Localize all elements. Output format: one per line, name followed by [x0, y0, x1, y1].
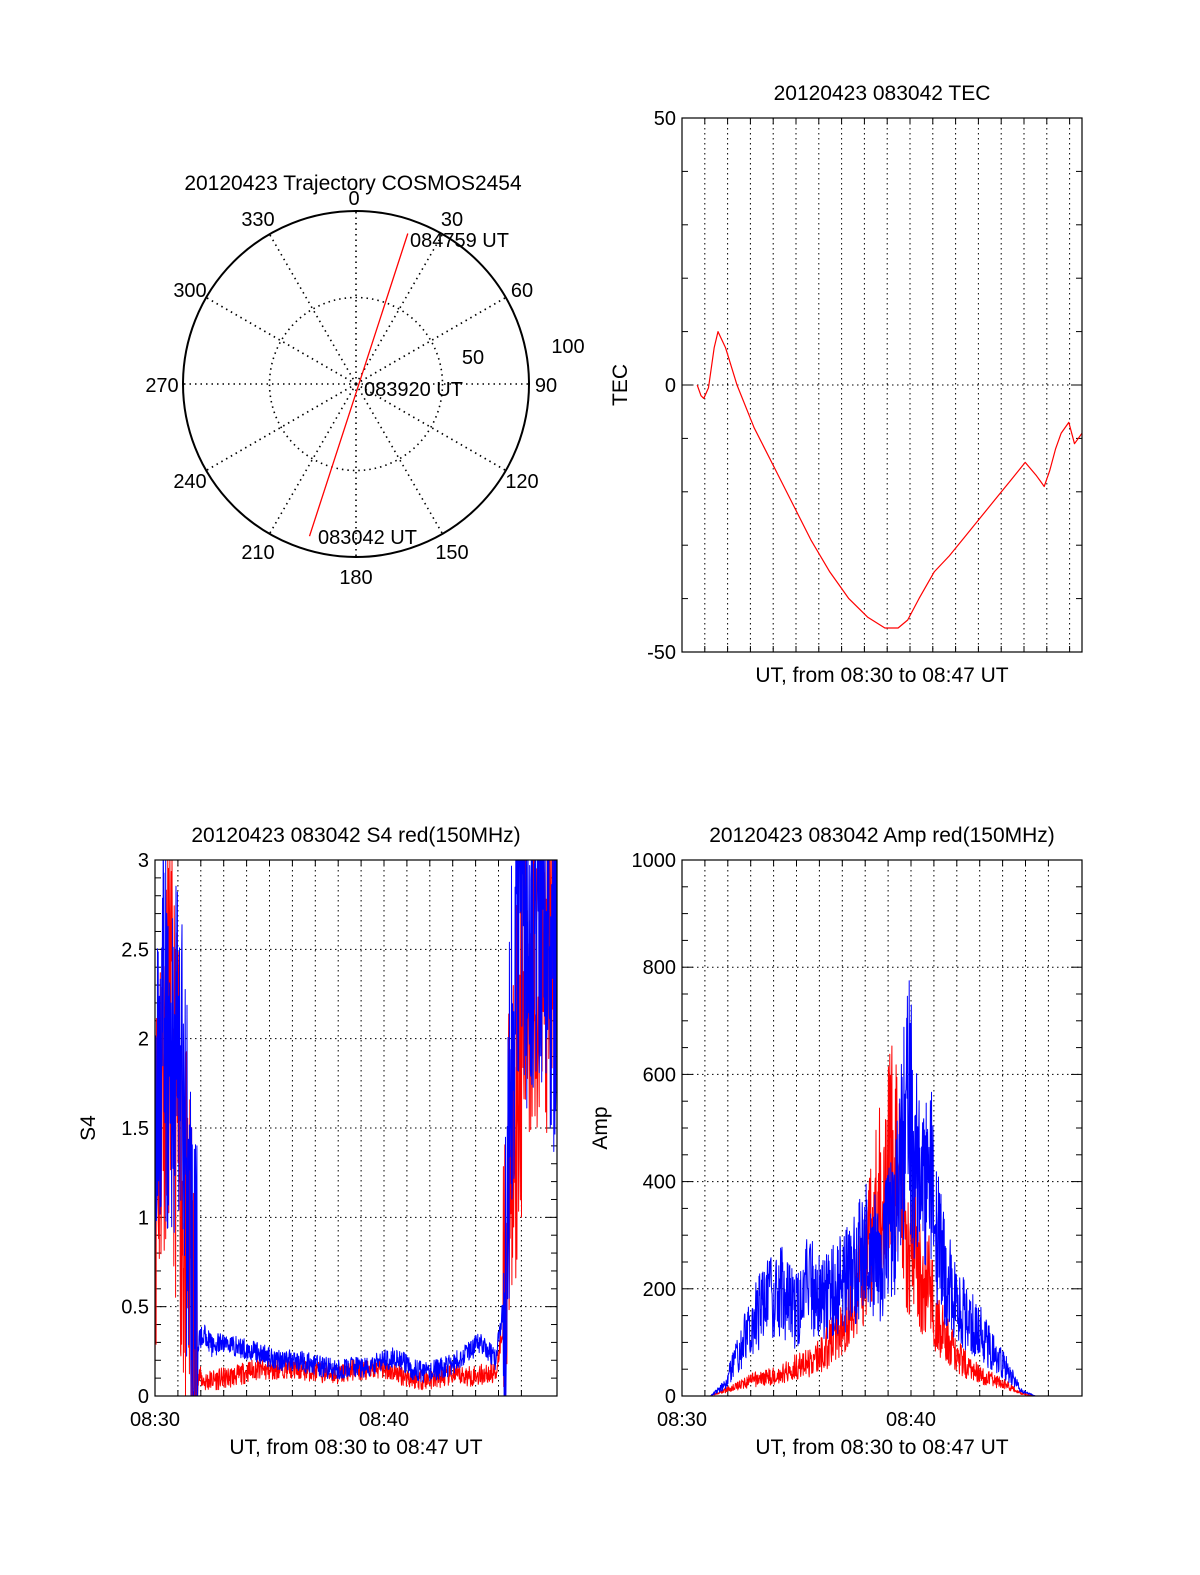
series-line-red — [155, 860, 557, 1396]
y-tick-label: 50 — [654, 108, 676, 130]
chart-title: 20120423 083042 TEC — [774, 82, 991, 105]
polar-spoke — [268, 383, 357, 535]
polar-angle-label: 150 — [435, 542, 468, 564]
x-tick-label: 08:40 — [886, 1409, 936, 1431]
y-axis-label: S4 — [77, 1115, 100, 1141]
chart-title: 20120423 Trajectory COSMOS2454 — [184, 172, 522, 195]
y-axis-label: TEC — [609, 364, 632, 406]
y-tick-label: 1.5 — [121, 1118, 149, 1140]
polar-spoke — [355, 233, 444, 385]
y-tick-label: 800 — [643, 957, 676, 979]
polar-angle-label: 60 — [511, 280, 533, 302]
y-tick-label: 0 — [665, 375, 676, 397]
y-tick-label: 0 — [138, 1386, 149, 1408]
trajectory-time-label: 084759 UT — [410, 230, 509, 252]
series-line-blue — [155, 860, 557, 1396]
y-tick-label: 3 — [138, 850, 149, 872]
series-line-red — [696, 331, 1082, 629]
x-tick-label: 08:30 — [657, 1409, 707, 1431]
polar-angle-label: 180 — [339, 567, 372, 589]
polar-angle-label: 120 — [505, 471, 538, 493]
y-tick-label: 2.5 — [121, 939, 149, 961]
x-axis-label: UT, from 08:30 to 08:47 UT — [229, 1436, 482, 1459]
y-axis-label: Amp — [589, 1106, 612, 1149]
polar-spoke — [355, 383, 507, 472]
polar-angle-label: 300 — [173, 280, 206, 302]
trajectory-time-label: 083042 UT — [318, 527, 417, 549]
y-tick-label: 1000 — [632, 850, 677, 872]
polar-angle-label: 210 — [241, 542, 274, 564]
y-tick-label: 400 — [643, 1172, 676, 1194]
y-tick-label: 0.5 — [121, 1297, 149, 1319]
y-tick-label: -50 — [647, 642, 676, 664]
polar-spoke — [205, 383, 357, 472]
chart-title: 20120423 083042 S4 red(150MHz) — [191, 824, 520, 847]
amp-plot: 20120423 083042 Amp red(150MHz) 0 200 400 60… — [589, 824, 1083, 1459]
series-line-red — [682, 1045, 1082, 1396]
y-tick-label: 0 — [665, 1386, 676, 1408]
polar-spoke — [355, 296, 507, 385]
x-axis-label: UT, from 08:30 to 08:47 UT — [755, 1436, 1008, 1459]
y-tick-label: 200 — [643, 1279, 676, 1301]
x-axis-label: UT, from 08:30 to 08:47 UT — [755, 664, 1008, 687]
y-tick-label: 2 — [138, 1029, 149, 1051]
polar-outer-ring — [182, 210, 530, 558]
polar-radius-label: 50 — [462, 347, 484, 369]
polar-angle-label: 240 — [173, 471, 206, 493]
y-tick-label: 600 — [643, 1064, 676, 1086]
chart-title: 20120423 083042 Amp red(150MHz) — [709, 824, 1055, 847]
plot-frame — [154, 859, 558, 1397]
x-tick-label: 08:40 — [359, 1409, 409, 1431]
y-tick-label: 1 — [138, 1207, 149, 1229]
polar-spoke — [268, 233, 357, 385]
series-group — [155, 860, 557, 1396]
polar-radius-label: 100 — [551, 336, 584, 358]
s4-plot: 20120423 083042 S4 red(150MHz) 0 0.5 1 1.5 2 2… — [77, 824, 558, 1459]
polar-angle-label: 30 — [441, 209, 463, 231]
polar-spoke — [355, 383, 444, 535]
polar-angle-label: 0 — [348, 188, 359, 210]
polar-inner-ring — [268, 296, 444, 472]
polar-angle-label: 90 — [535, 375, 557, 397]
tec-plot: 20120423 083042 TEC 50 0 -50 UT, from 08:30 … — [609, 82, 1083, 687]
series-group — [682, 980, 1082, 1396]
polar-angle-label: 270 — [145, 375, 178, 397]
plot-frame — [681, 117, 1083, 653]
series-line-blue — [682, 980, 1082, 1396]
series-group — [696, 331, 1082, 629]
x-tick-label: 08:30 — [130, 1409, 180, 1431]
polar-angle-label: 330 — [241, 209, 274, 231]
polar-spoke — [205, 296, 357, 385]
plot-frame — [681, 859, 1083, 1397]
trajectory-line — [308, 233, 409, 537]
trajectory-time-label: 083920 UT — [364, 379, 463, 401]
